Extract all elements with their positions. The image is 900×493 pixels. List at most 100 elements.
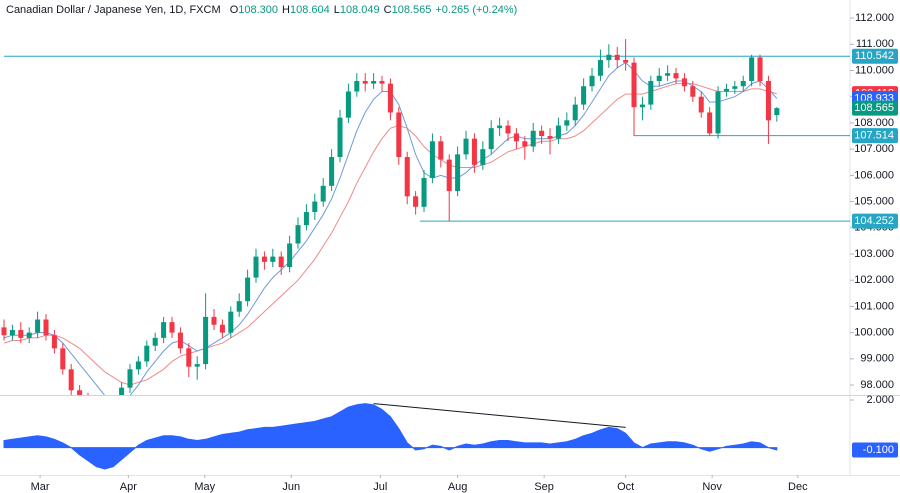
- candle-body: [77, 390, 83, 395]
- x-tick-label: Nov: [702, 481, 722, 493]
- candle-body: [404, 157, 410, 197]
- price-pane: [1, 39, 850, 395]
- candle-body: [555, 125, 561, 139]
- candle-body: [505, 125, 511, 134]
- candle-body: [228, 311, 234, 333]
- osc-badge-label: -0.100: [863, 444, 894, 456]
- y-tick-label: 98.000: [860, 379, 894, 391]
- price-badge-label: 108.565: [854, 102, 894, 114]
- y-tick-label: 102.000: [854, 274, 894, 286]
- candle-body: [589, 75, 595, 87]
- candle-body: [236, 301, 242, 312]
- candle-body: [253, 256, 259, 278]
- osc-badge: [852, 442, 898, 458]
- axes: 98.000 99.000 100.000 101.000 102.000 103.000…: [31, 12, 898, 493]
- candle-body: [774, 108, 780, 116]
- candle-body: [303, 212, 309, 226]
- oscillator-area: [3, 403, 778, 470]
- price-badge: [852, 100, 898, 116]
- x-tick-label: Apr: [120, 481, 137, 493]
- candle-body: [194, 364, 200, 367]
- candle-body: [623, 60, 629, 63]
- candle-body: [614, 54, 620, 61]
- candle-body: [690, 86, 696, 97]
- candle-body: [480, 149, 486, 165]
- candle-body: [732, 86, 738, 89]
- candle-body: [51, 335, 57, 349]
- candle-body: [740, 80, 746, 87]
- y-tick-label: 108.000: [854, 117, 894, 129]
- x-tick-label: Dec: [788, 481, 808, 493]
- candle-body: [219, 324, 225, 333]
- candle-body: [513, 133, 519, 142]
- candle-body: [135, 361, 141, 370]
- candle-body: [362, 80, 368, 84]
- candle-body: [413, 196, 419, 207]
- candle-body: [471, 138, 477, 165]
- candle-body: [606, 54, 612, 61]
- candle-body: [749, 57, 755, 81]
- x-tick-label: Sep: [534, 481, 554, 493]
- candle-body: [320, 185, 326, 202]
- candle-body: [60, 348, 66, 370]
- candle-body: [530, 130, 536, 147]
- level-badge: [852, 213, 898, 229]
- candle-body: [631, 62, 637, 108]
- y-tick-label: 112.000: [855, 12, 894, 24]
- candle-body: [639, 104, 645, 108]
- candle-body: [68, 369, 74, 391]
- candle-body: [9, 329, 15, 336]
- candle-body: [211, 316, 217, 325]
- candle-body: [371, 80, 377, 84]
- candle-body: [547, 136, 553, 139]
- x-tick-label: Oct: [617, 481, 634, 493]
- candle-body: [522, 141, 528, 147]
- ohlc-value: 108.300: [238, 4, 278, 16]
- change: +0.265 (+0.24%): [435, 4, 517, 16]
- candle-body: [43, 319, 49, 336]
- candle-body: [379, 80, 385, 84]
- oscillator-pane: [3, 403, 778, 470]
- level-badge-label: 110.542: [855, 50, 894, 62]
- candle-body: [177, 332, 183, 349]
- candle-body: [497, 125, 503, 129]
- ohlc-value: 108.604: [290, 4, 330, 16]
- candle-body: [539, 130, 545, 137]
- candle-body: [581, 86, 587, 105]
- candle-body: [295, 225, 301, 244]
- candle-body: [1, 327, 7, 336]
- candle-body: [656, 75, 662, 81]
- candle-body: [564, 120, 570, 126]
- candle-body: [144, 345, 150, 362]
- candle-body: [648, 80, 654, 105]
- x-tick-label: Jun: [282, 481, 300, 493]
- candle-body: [161, 322, 167, 338]
- level-badge: [852, 48, 898, 64]
- candle-body: [169, 322, 175, 333]
- candle-body: [127, 369, 133, 388]
- candle-body: [152, 337, 158, 346]
- candle-body: [723, 88, 729, 92]
- level-badge-label: 104.252: [854, 215, 894, 227]
- candle-body: [429, 141, 435, 178]
- candle-body: [203, 316, 209, 365]
- osc-tick-label: 2.000: [866, 394, 894, 406]
- level-badge-label: 107.514: [854, 130, 894, 142]
- x-tick-label: Jul: [373, 481, 387, 493]
- x-tick-label: Mar: [31, 481, 50, 493]
- candle-body: [186, 348, 192, 367]
- candle-body: [245, 277, 251, 302]
- y-tick-label: 106.000: [854, 169, 894, 181]
- symbol-title: Canadian Dollar / Japanese Yen, 1D, FXCM: [6, 4, 221, 16]
- level-badge: [852, 128, 898, 144]
- candle-body: [757, 57, 763, 81]
- y-tick-label: 99.000: [860, 353, 894, 365]
- ohlc-value: 108.049: [340, 4, 380, 16]
- y-tick-label: 105.000: [854, 195, 894, 207]
- candle-body: [119, 387, 125, 395]
- y-tick-label: 103.000: [854, 248, 894, 260]
- candle-body: [707, 112, 713, 134]
- y-tick-label: 100.000: [854, 327, 894, 339]
